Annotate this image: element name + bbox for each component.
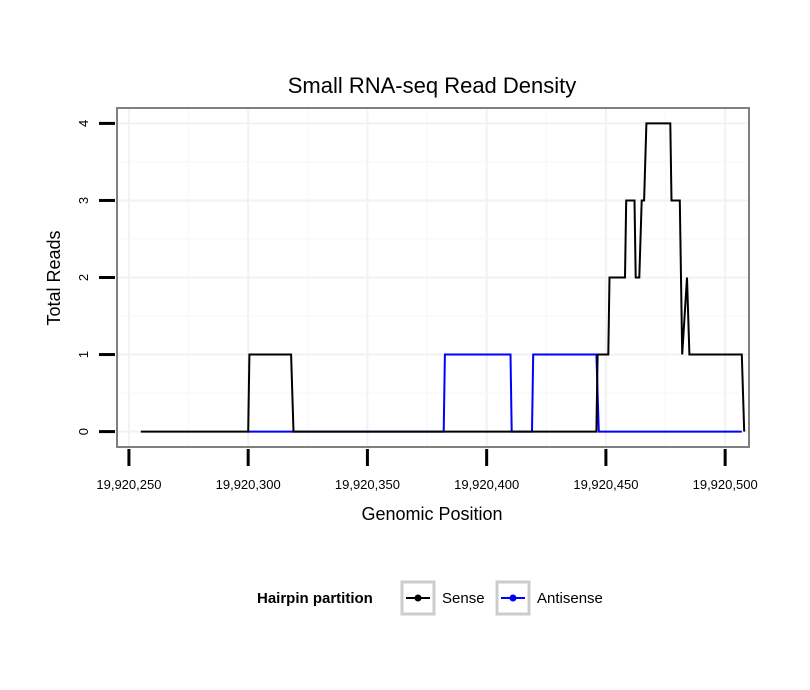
y-axis: 0 1 2 3 4 <box>76 120 115 435</box>
y-tick-label: 3 <box>76 197 91 204</box>
legend-label-sense: Sense <box>442 590 485 607</box>
legend-label-antisense: Antisense <box>537 590 603 607</box>
legend: Hairpin partition Sense Antisense <box>257 580 603 616</box>
y-tick-label: 4 <box>76 120 91 127</box>
y-tick-label: 0 <box>76 428 91 435</box>
y-tick-label: 2 <box>76 274 91 281</box>
x-tick-label: 19,920,450 <box>573 477 638 492</box>
legend-point-sense <box>414 594 422 602</box>
x-tick-label: 19,920,250 <box>96 477 161 492</box>
legend-title: Hairpin partition <box>257 590 373 607</box>
x-axis-label: Genomic Position <box>361 504 502 524</box>
legend-point-antisense <box>509 594 517 602</box>
x-tick-label: 19,920,400 <box>454 477 519 492</box>
chart-title: Small RNA-seq Read Density <box>288 73 577 98</box>
x-tick-label: 19,920,350 <box>335 477 400 492</box>
x-tick-label: 19,920,500 <box>693 477 758 492</box>
y-tick-label: 1 <box>76 351 91 358</box>
series-line-sense <box>140 122 746 433</box>
series-lines <box>140 122 746 433</box>
plot-border <box>116 107 750 448</box>
y-axis-label: Total Reads <box>44 230 64 325</box>
x-tick-label: 19,920,300 <box>216 477 281 492</box>
x-axis: 19,920,250 19,920,300 19,920,350 19,920,400… <box>96 449 758 492</box>
